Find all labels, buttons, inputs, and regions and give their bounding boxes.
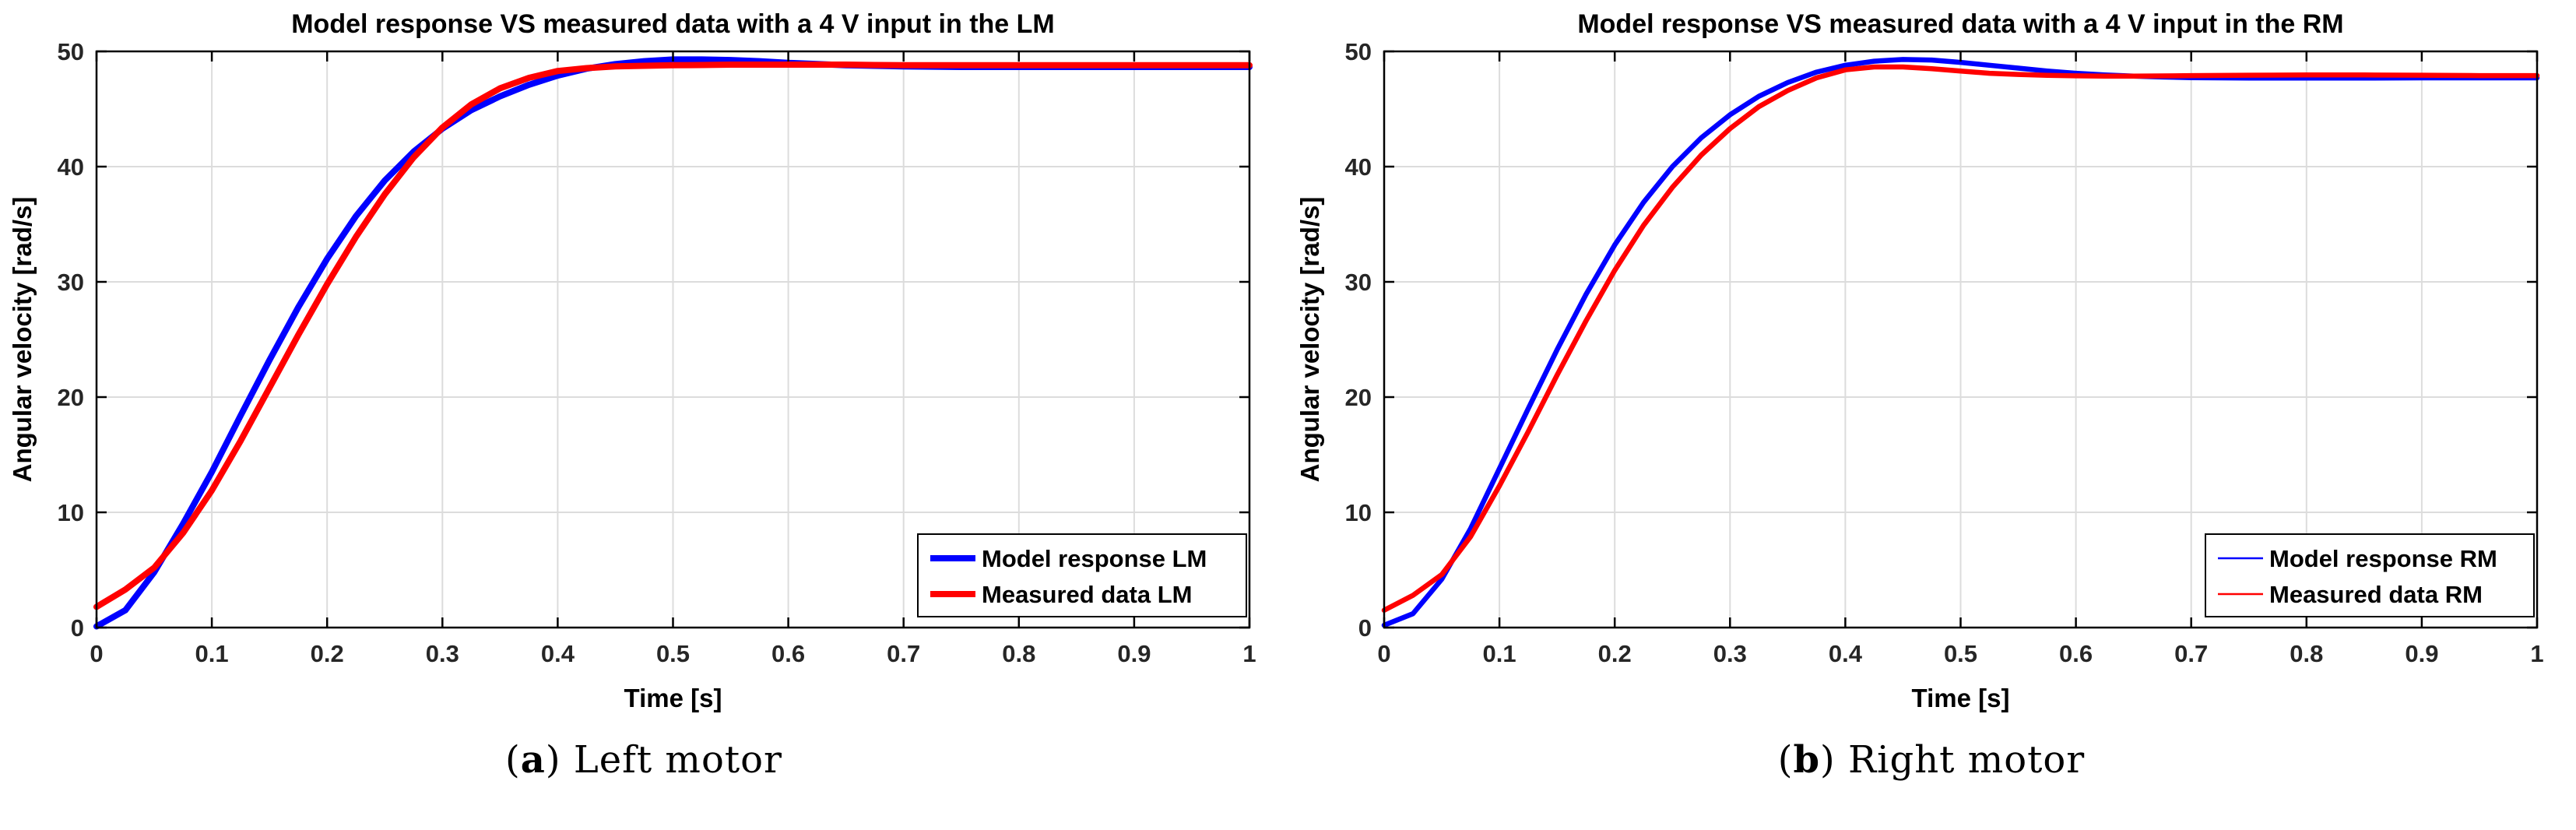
x-tick-label: 0.7 — [887, 640, 920, 667]
right-motor-panel: 0 0.1 0.2 0.3 0.4 0.5 0.6 0.7 0.8 0.9 1 0 10 20 30 40 50… — [1288, 0, 2575, 782]
y-tick-label: 0 — [71, 614, 84, 642]
x-axis-label: Time [s] — [624, 684, 722, 712]
plot-background — [0, 0, 1288, 732]
y-axis-label: Angular velocity [rad/s] — [1295, 197, 1324, 483]
y-tick-label: 20 — [58, 384, 84, 411]
series-line-measured — [1381, 64, 2540, 614]
x-tick-label: 0.9 — [1117, 640, 1151, 667]
caption-open-paren: ( — [505, 738, 521, 782]
x-tick-label: 0.8 — [1002, 640, 1035, 667]
x-tick-label: 0.3 — [1713, 640, 1747, 667]
y-axis-label: Angular velocity [rad/s] — [8, 197, 37, 483]
chart-title: Model response VS measured data with a 4… — [1577, 9, 2343, 39]
y-tick-label: 40 — [58, 153, 84, 181]
caption-letter: b — [1793, 738, 1821, 782]
subfigure-caption-a: (a) Left motor — [505, 738, 782, 782]
legend-entry-label: Measured data RM — [2269, 581, 2483, 608]
y-tick-label: 0 — [1358, 614, 1372, 642]
x-tick-label: 0.4 — [1829, 640, 1863, 667]
left-motor-panel: 0 0.1 0.2 0.3 0.4 0.5 0.6 0.7 0.8 0.9 1 0 10 20 30 40 50… — [0, 0, 1288, 782]
caption-close-paren: ) — [545, 738, 561, 782]
y-tick-label: 30 — [58, 269, 84, 296]
x-tick-label: 0.5 — [1944, 640, 1977, 667]
y-tick-label: 20 — [1345, 384, 1372, 411]
right-motor-chart: 0 0.1 0.2 0.3 0.4 0.5 0.6 0.7 0.8 0.9 101020304050… — [1288, 0, 2575, 732]
figure-row: 0 0.1 0.2 0.3 0.4 0.5 0.6 0.7 0.8 0.9 1 0 10 20 30 40 50… — [0, 0, 2575, 782]
legend-entry-label: Model response RM — [2269, 545, 2497, 572]
left-motor-chart: 0 0.1 0.2 0.3 0.4 0.5 0.6 0.7 0.8 0.9 101020304050… — [0, 0, 1288, 732]
x-axis-label: Time [s] — [1912, 684, 2010, 712]
x-tick-label: 0 — [1377, 640, 1390, 667]
y-tick-label: 50 — [58, 38, 84, 65]
subfigure-caption-b: (b) Right motor — [1778, 738, 2086, 782]
x-tick-label: 0.5 — [656, 640, 690, 667]
y-tick-label: 10 — [1345, 499, 1372, 526]
y-tick-label: 50 — [1345, 38, 1372, 65]
chart-title: Model response VS measured data with a 4… — [291, 9, 1055, 39]
x-tick-label: 0.2 — [1598, 640, 1632, 667]
caption-label: Right motor — [1835, 738, 2086, 782]
x-tick-label: 0.3 — [426, 640, 459, 667]
x-tick-label: 0.8 — [2290, 640, 2323, 667]
y-tick-label: 10 — [58, 499, 84, 526]
legend-box — [917, 533, 1247, 617]
caption-open-paren: ( — [1777, 738, 1794, 782]
x-tick-label: 0.2 — [311, 640, 344, 667]
series-line-measured — [93, 62, 1253, 610]
plot-background — [1288, 0, 2575, 732]
caption-close-paren: ) — [1820, 738, 1836, 782]
y-tick-label: 30 — [1345, 269, 1372, 296]
y-tick-label: 40 — [1345, 153, 1372, 181]
x-tick-label: 0 — [90, 640, 103, 667]
caption-label: Left motor — [561, 738, 782, 782]
legend-box — [2205, 533, 2535, 617]
x-tick-label: 0.1 — [1483, 640, 1516, 667]
x-tick-label: 0.9 — [2405, 640, 2438, 667]
x-tick-label: 0.7 — [2174, 640, 2208, 667]
x-tick-label: 0.1 — [195, 640, 229, 667]
x-tick-label: 0.4 — [541, 640, 575, 667]
x-tick-label: 0.6 — [771, 640, 805, 667]
x-tick-label: 1 — [2530, 640, 2543, 667]
x-tick-label: 0.6 — [2059, 640, 2093, 667]
caption-letter: a — [520, 738, 546, 782]
legend-entry-label: Model response LM — [982, 545, 1207, 572]
legend-entry-label: Measured data LM — [982, 581, 1192, 608]
x-tick-label: 1 — [1242, 640, 1256, 667]
